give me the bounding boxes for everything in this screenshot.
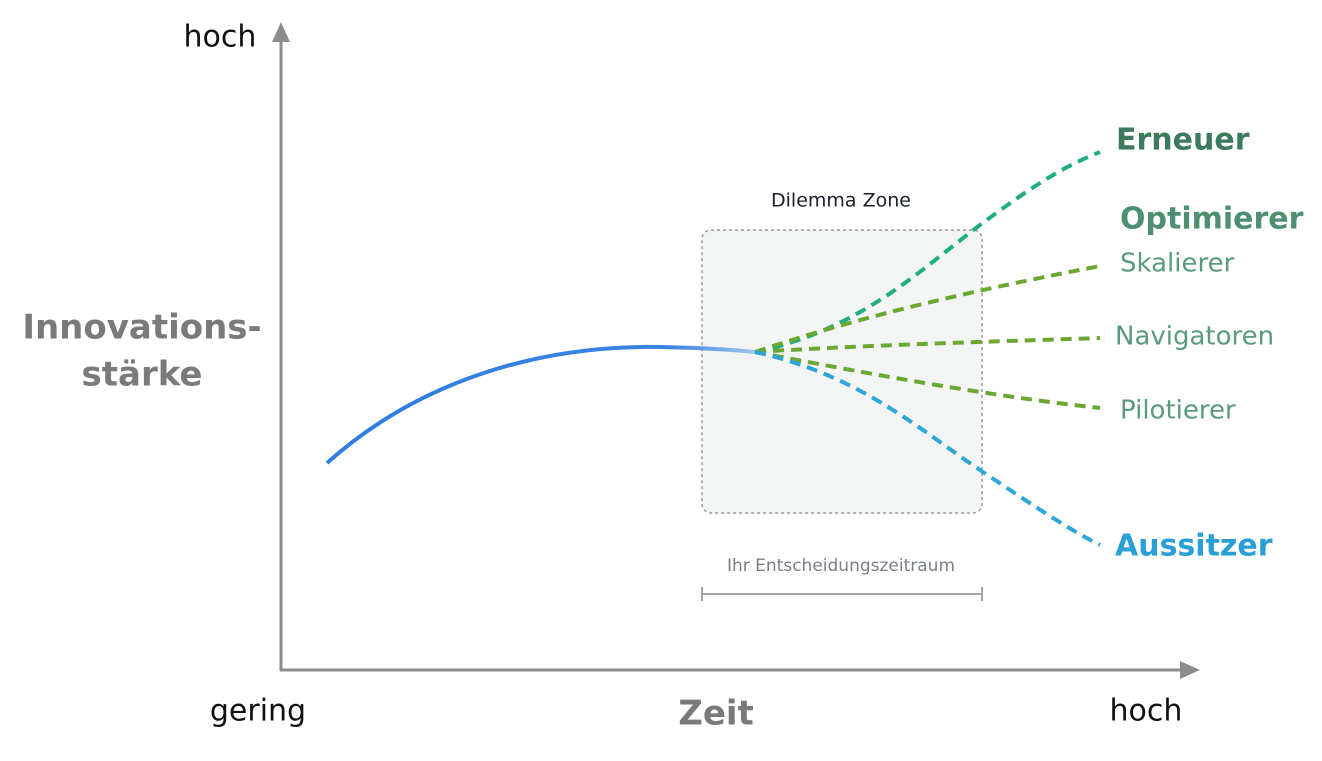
- path-label: Aussitzer: [1115, 529, 1273, 564]
- path-label: Optimierer: [1120, 202, 1304, 237]
- trend-curve: [325, 344, 756, 465]
- x-arrow: [1180, 661, 1200, 679]
- y-title: Innovations-: [22, 308, 261, 348]
- y-title: stärke: [82, 355, 203, 395]
- y-top-label: hoch: [184, 20, 257, 55]
- path-navigatoren: [754, 336, 1101, 354]
- x-end-label: hoch: [1110, 694, 1183, 729]
- zone-title: Dilemma Zone: [771, 190, 911, 212]
- x-title: Zeit: [678, 694, 754, 734]
- path-label: Navigatoren: [1115, 322, 1274, 352]
- y-arrow: [272, 22, 290, 42]
- scenario-lines: [754, 150, 1101, 547]
- dilemma-zone: [701, 229, 983, 514]
- path-label: Erneuer: [1116, 123, 1250, 158]
- path-label: Pilotierer: [1120, 396, 1236, 426]
- x-start-label: gering: [210, 694, 306, 729]
- path-skalierer: [754, 264, 1101, 354]
- path-pilotierer: [754, 350, 1101, 410]
- zone-caption: Ihr Entscheidungszeitraum: [727, 556, 955, 576]
- path-label: Skalierer: [1120, 249, 1235, 279]
- path-aussitzer: [754, 350, 1101, 547]
